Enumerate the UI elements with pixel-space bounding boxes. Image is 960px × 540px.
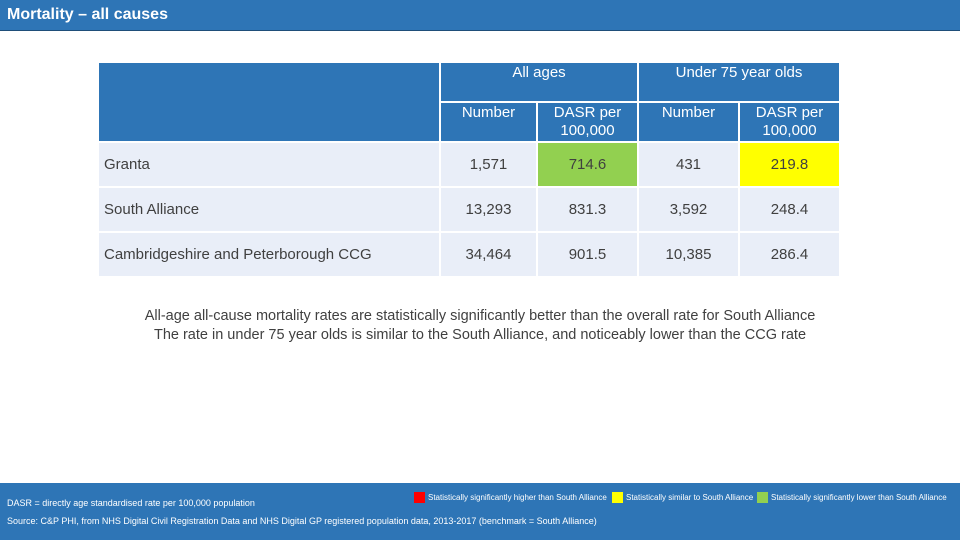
legend-swatch-yellow xyxy=(612,492,623,503)
legend-label: Statistically significantly lower than S… xyxy=(771,493,947,502)
cell-number-u75: 3,592 xyxy=(639,188,738,231)
table-group-header-row: All ages Under 75 year olds xyxy=(99,63,839,141)
table-corner xyxy=(99,63,439,141)
cell-number: 1,571 xyxy=(441,143,536,186)
cell-number: 13,293 xyxy=(441,188,536,231)
legend-item-lower: Statistically significantly lower than S… xyxy=(757,492,947,503)
legend-swatch-red xyxy=(414,492,425,503)
cell-number-u75: 431 xyxy=(639,143,738,186)
summary-line-1: All-age all-cause mortality rates are st… xyxy=(144,308,816,324)
cell-dasr: 901.5 xyxy=(538,233,637,276)
cell-dasr: 714.6 xyxy=(538,143,637,186)
cell-dasr-u75: 219.8 xyxy=(740,143,839,186)
sub-header-dasr: DASR per 100,000 xyxy=(538,103,637,141)
cell-dasr: 831.3 xyxy=(538,188,637,231)
table-row: Cambridgeshire and Peterborough CCG 34,4… xyxy=(99,233,839,276)
cell-number-u75: 10,385 xyxy=(639,233,738,276)
group-header-under-75: Under 75 year olds xyxy=(639,63,839,101)
table-sub-header-row: Number DASR per 100,000 Number DASR per … xyxy=(99,103,839,141)
legend-item-similar: Statistically similar to South Alliance xyxy=(612,492,753,503)
footer-source: Source: C&P PHI, from NHS Digital Civil … xyxy=(7,516,597,526)
footer-note: DASR = directly age standardised rate pe… xyxy=(7,498,255,508)
footer-bar xyxy=(0,483,960,540)
title-bar: Mortality – all causes xyxy=(0,0,960,31)
table-row: Granta 1,571 714.6 431 219.8 xyxy=(99,143,839,186)
sub-header-number: Number xyxy=(441,103,536,141)
row-label: South Alliance xyxy=(99,188,439,231)
legend-label: Statistically significantly higher than … xyxy=(428,493,607,502)
cell-number: 34,464 xyxy=(441,233,536,276)
legend-item-higher: Statistically significantly higher than … xyxy=(414,492,607,503)
cell-dasr-u75: 248.4 xyxy=(740,188,839,231)
cell-dasr-u75: 286.4 xyxy=(740,233,839,276)
summary-line-2: The rate in under 75 year olds is simila… xyxy=(153,327,807,343)
sub-header-number-u75: Number xyxy=(639,103,738,141)
row-label: Granta xyxy=(99,143,439,186)
row-label: Cambridgeshire and Peterborough CCG xyxy=(99,233,439,276)
page-title: Mortality – all causes xyxy=(7,6,168,23)
legend-swatch-green xyxy=(757,492,768,503)
legend-label: Statistically similar to South Alliance xyxy=(626,493,754,502)
group-header-all-ages: All ages xyxy=(441,63,637,101)
mortality-table: All ages Under 75 year olds Number DASR … xyxy=(97,61,841,278)
table-row: South Alliance 13,293 831.3 3,592 248.4 xyxy=(99,188,839,231)
sub-header-dasr-u75: DASR per 100,000 xyxy=(740,103,839,141)
